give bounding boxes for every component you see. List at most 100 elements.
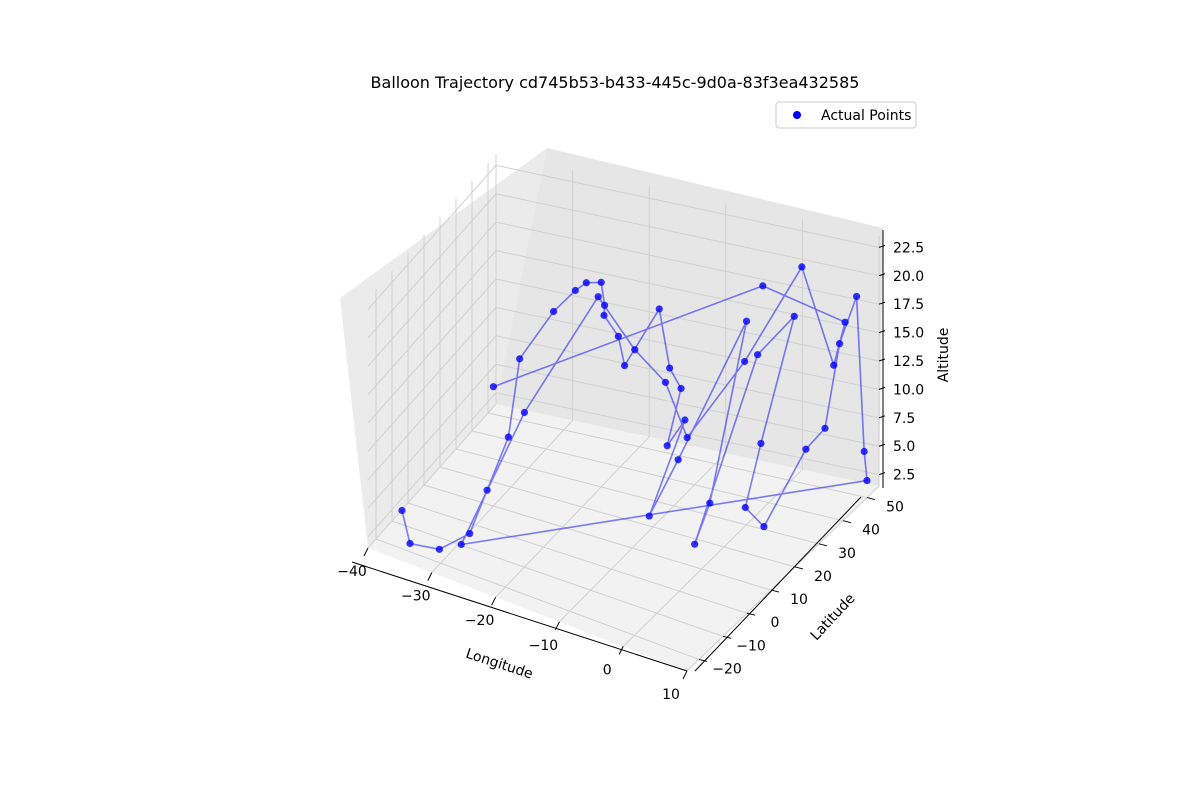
y-tick [746, 612, 756, 616]
data-point [860, 447, 868, 456]
data-point [841, 318, 849, 326]
trajectory-series [398, 263, 871, 553]
x-tick-label: −10 [529, 638, 559, 654]
data-point [516, 355, 524, 363]
z-tick-label: 5.0 [893, 439, 915, 455]
data-point [621, 361, 629, 370]
z-tick-label: 15.0 [893, 326, 924, 342]
z-tick-label: 2.5 [893, 468, 915, 484]
data-point [457, 540, 465, 549]
grid-line-x [559, 203, 727, 623]
data-point [830, 361, 838, 369]
y-axis-label: Latitude [808, 591, 859, 644]
x-tick-label: 10 [662, 687, 680, 703]
grid-line-y [471, 181, 844, 522]
z-tick [878, 330, 886, 334]
chart-title: Balloon Trajectory cd745b53-b433-445c-9d… [371, 73, 860, 92]
trajectory-line [401, 264, 868, 551]
grid-line-x [431, 170, 574, 573]
data-point [691, 540, 699, 548]
x-tick [682, 670, 688, 680]
data-point [863, 476, 871, 485]
grid-line-z [367, 335, 880, 481]
z-tick [878, 415, 886, 419]
z-axis-label: Altitude [936, 328, 952, 383]
data-point [741, 357, 749, 366]
data-point [571, 286, 579, 295]
data-point [614, 332, 622, 340]
data-point [631, 346, 639, 354]
grid-lines [367, 154, 880, 672]
data-point [483, 486, 491, 494]
data-point [666, 364, 674, 372]
data-point [852, 292, 861, 301]
y-tick [866, 497, 876, 501]
grid-line-x [367, 154, 497, 549]
y-tick [722, 635, 732, 639]
grid-line-y [375, 289, 700, 660]
y-tick-label: 20 [814, 569, 832, 585]
data-point [754, 351, 762, 359]
y-axis-line [694, 496, 862, 672]
x-tick [491, 596, 497, 606]
x-tick [554, 621, 560, 631]
z-tick [878, 472, 886, 476]
data-point [742, 317, 751, 325]
data-point [674, 456, 682, 464]
y-tick [698, 658, 708, 662]
grid-line-z [367, 164, 880, 310]
x-axis-line [351, 561, 688, 672]
data-point [663, 442, 671, 450]
axis-ticks: −40 −30 −20 −10 0 10 −20 −10 0 10 20 30 40 50 2.5 5.0 7.… [337, 240, 924, 703]
x-tick-label: 0 [603, 662, 612, 678]
data-point [406, 539, 414, 548]
y-tick [794, 566, 804, 570]
data-point [600, 311, 608, 319]
z-tick [878, 443, 886, 447]
y-tick-label: 40 [862, 523, 880, 539]
y-tick [842, 520, 852, 524]
data-point [504, 433, 512, 441]
grid-line-z [367, 221, 880, 367]
z-tick-label: 20.0 [893, 269, 924, 285]
data-point [550, 307, 558, 316]
data-point [655, 305, 663, 313]
y-tick-label: −10 [736, 638, 766, 654]
grid-line-y [423, 235, 772, 591]
z-tick [878, 244, 886, 248]
grid-line-y [407, 253, 748, 614]
z-tick-label: 10.0 [893, 382, 924, 398]
grid-line-z [367, 363, 880, 509]
legend-box [775, 101, 917, 129]
grid-line-z [367, 193, 880, 339]
data-point [681, 416, 689, 424]
data-point [677, 384, 685, 393]
z-tick-label: 17.5 [893, 297, 924, 313]
back-wall-pane [496, 148, 883, 486]
y-tick-label: 50 [886, 500, 904, 516]
z-tick [878, 386, 886, 390]
x-axis-label: Longitude [464, 646, 535, 683]
x-tick-label: −20 [465, 613, 495, 629]
data-point [645, 512, 653, 520]
x-tick [427, 572, 433, 581]
data-point [582, 279, 590, 287]
x-tick-label: −30 [401, 589, 431, 605]
data-point [594, 293, 602, 301]
data-point [600, 301, 609, 309]
data-point [706, 499, 714, 507]
z-tick-label: 7.5 [893, 411, 915, 427]
data-point [683, 433, 691, 442]
z-tick-label: 12.5 [893, 354, 924, 370]
grid-line-z [367, 278, 880, 424]
legend-marker [793, 111, 801, 119]
legend: Actual Points [775, 101, 917, 129]
data-point [489, 383, 497, 391]
data-point [821, 424, 829, 432]
x-tick-label: −40 [337, 564, 367, 580]
y-tick [818, 543, 828, 547]
grid-line-y [439, 217, 796, 568]
data-point [802, 445, 810, 453]
data-point [798, 263, 806, 271]
grid-line-y [391, 271, 724, 637]
